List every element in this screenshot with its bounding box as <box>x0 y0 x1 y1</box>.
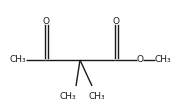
Text: O: O <box>113 17 120 25</box>
Text: CH₃: CH₃ <box>155 56 171 64</box>
Text: CH₃: CH₃ <box>89 92 105 101</box>
Text: CH₃: CH₃ <box>60 92 76 101</box>
Text: CH₃: CH₃ <box>10 56 26 64</box>
Text: O: O <box>43 17 50 25</box>
Text: O: O <box>136 56 143 64</box>
